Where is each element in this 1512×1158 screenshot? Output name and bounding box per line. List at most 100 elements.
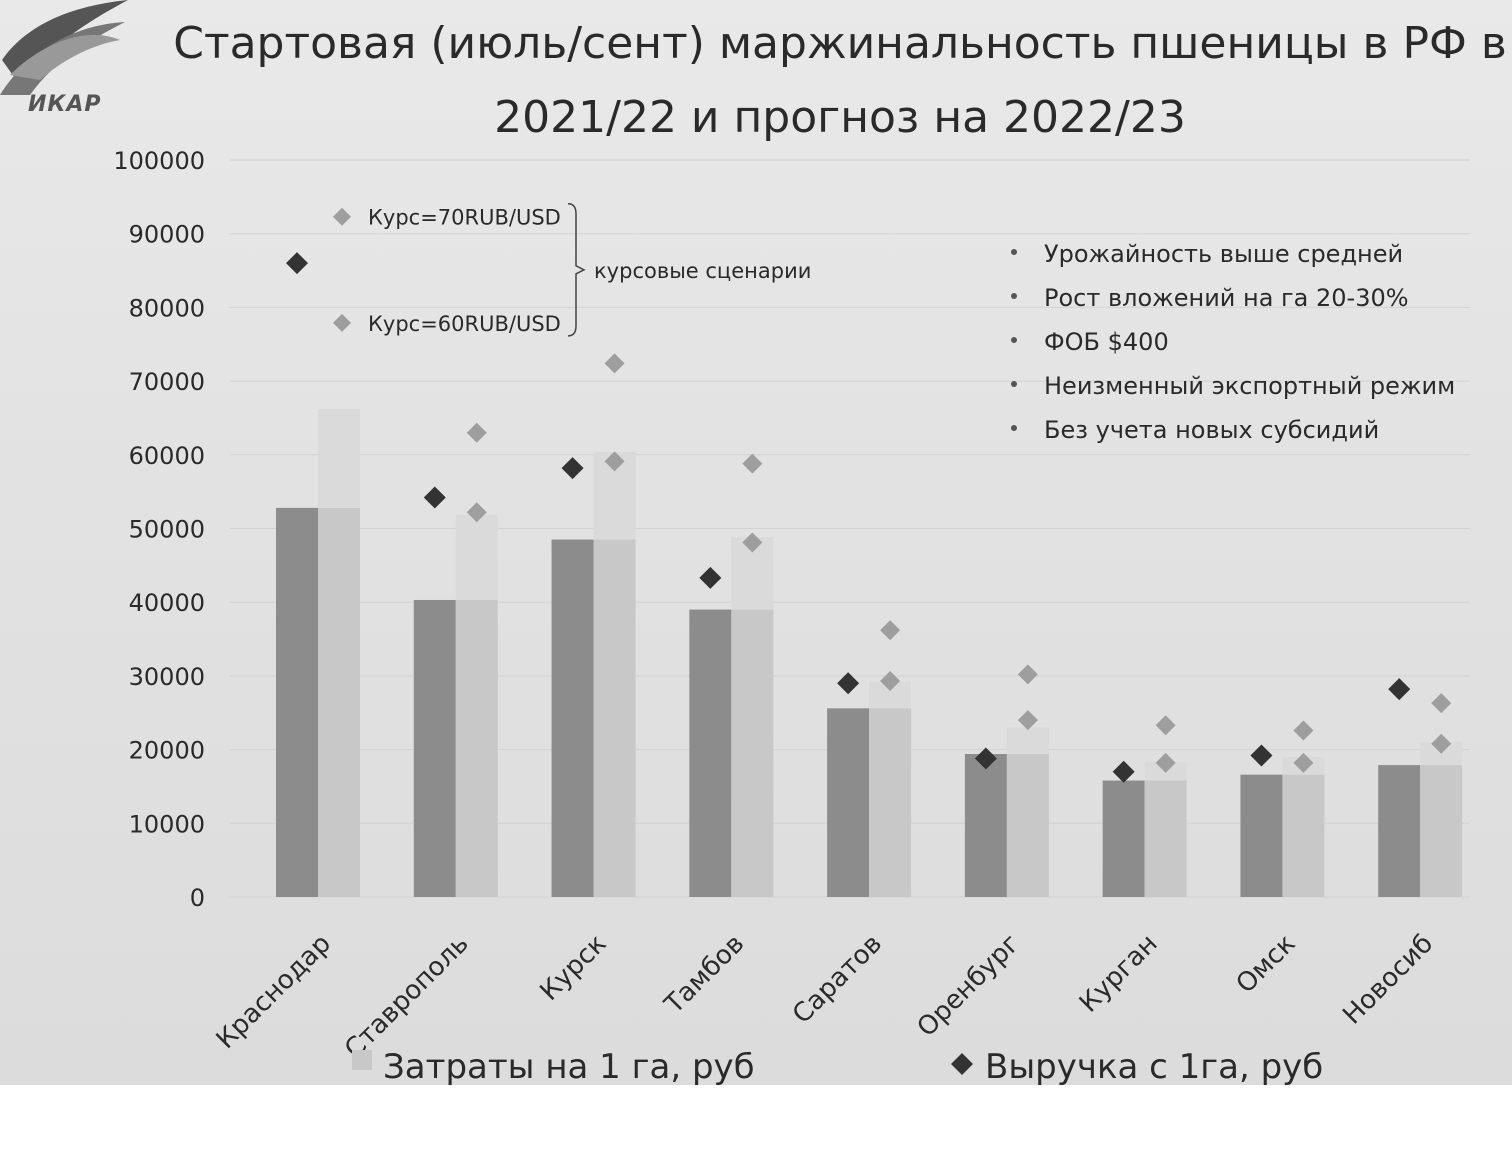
marker-revenue-2021 [1112,760,1135,783]
bars [276,409,1463,897]
y-tick-label: 70000 [129,368,205,396]
legend-cost-swatch [352,1050,372,1070]
marker-revenue-70rub [1017,664,1038,685]
marker-revenue-70rub [742,453,763,474]
note-item: Неизменный экспортный режим [1044,372,1455,400]
bar-cost-2022-base [1420,765,1463,897]
marker-revenue-2021 [423,486,446,509]
bar-cost-2021 [1240,774,1283,897]
bar-cost-2022-increment [1006,727,1049,755]
marker-revenue-2021 [1388,678,1411,701]
bar-cost-2021 [1378,765,1421,897]
x-category-label: Краснодар [211,929,337,1055]
scenario-70rub-marker [333,207,351,226]
scenario-brace-label: курсовые сценарии [594,259,811,283]
scenario-60rub-marker [333,313,351,332]
scenario-legend: Курс=70RUB/USD Курс=60RUB/USD курсовые сце… [333,202,811,337]
bar-cost-2022-base [318,507,360,897]
note-bullet [1011,293,1017,299]
marker-revenue-60rub [1431,733,1452,754]
ikar-logo: ИКАР [0,0,140,130]
y-axis: 0 10000 20000 30000 40000 50000 60000 70000 8000… [113,147,205,912]
marker-revenue-70rub [604,353,625,374]
chart: 0 10000 20000 30000 40000 50000 60000 70000 8000… [113,147,1470,1085]
bar-cost-2022-base [455,599,498,897]
marker-revenue-2021 [1250,744,1273,767]
marker-revenue-60rub [1293,752,1314,773]
notes-list: Урожайность выше средней Рост вложений на… [1011,240,1455,444]
bar-cost-2022-increment [455,514,498,600]
marker-revenue-2021 [699,566,722,589]
bar-cost-2022-base [593,539,636,897]
bar-cost-2021 [964,754,1007,897]
markers [286,252,1452,783]
chart-title-line-2: 2021/22 и прогноз на 2022/23 [494,92,1186,143]
x-category-label: Новосиб [1337,929,1439,1031]
y-tick-label: 20000 [129,737,205,765]
marker-revenue-70rub [1155,715,1176,736]
y-tick-label: 100000 [113,147,205,175]
x-category-label: Омск [1231,929,1302,1000]
ikar-logo-swoosh-icon [0,0,128,95]
y-tick-label: 10000 [129,810,205,838]
x-category-label: Ставрополь [339,929,475,1065]
x-axis: Краснодар Ставрополь Курск Тамбов Саратов Оре… [211,929,1439,1065]
marker-revenue-60rub [1017,710,1038,731]
bar-cost-2021 [689,609,732,897]
legend-revenue-label: Выручка с 1га, руб [985,1047,1323,1085]
y-tick-label: 40000 [129,589,205,617]
y-tick-label: 80000 [129,294,205,322]
marker-revenue-60rub [604,451,625,472]
marker-revenue-70rub [1293,720,1314,741]
bar-cost-2021 [827,708,870,897]
bar-cost-2021 [413,599,456,897]
legend-cost-label: Затраты на 1 га, руб [383,1047,755,1085]
bar-cost-2021 [551,539,594,897]
x-category-label: Оренбург [912,929,1026,1043]
marker-revenue-2021 [837,672,860,695]
note-item: Урожайность выше средней [1044,240,1403,268]
note-item: Рост вложений на га 20-30% [1044,284,1409,312]
bar-cost-2022-base [1282,774,1325,897]
bar-cost-2022-base [731,609,774,897]
y-tick-label: 60000 [129,442,205,470]
marker-revenue-70rub [466,422,487,443]
x-category-label: Курган [1074,929,1164,1019]
bar-cost-2021 [276,507,318,897]
marker-revenue-70rub [880,620,901,641]
note-bullet [1011,381,1017,387]
bar-cost-2022-increment [318,409,360,508]
note-item: Без учета новых субсидий [1044,416,1379,444]
note-bullet [1011,425,1017,431]
y-tick-label: 30000 [129,663,205,691]
marker-revenue-2021 [974,747,997,770]
bar-cost-2022-base [1006,754,1049,897]
marker-revenue-60rub [880,671,901,692]
scenario-60rub-label: Курс=60RUB/USD [368,312,561,336]
y-tick-label: 90000 [129,221,205,249]
bar-cost-2022-base [869,708,912,897]
marker-revenue-60rub [742,532,763,553]
x-category-label: Курск [534,929,612,1007]
chart-title-line-1: Стартовая (июль/сент) маржинальность пше… [173,18,1507,69]
slide: ИКАР Стартовая (июль/сент) маржинальност… [0,0,1512,1085]
note-bullet [1011,249,1017,255]
x-category-label: Саратов [787,929,888,1030]
note-item: ФОБ $400 [1044,328,1169,356]
bar-cost-2022-base [1144,780,1187,897]
marker-revenue-2021 [561,457,584,480]
legend-revenue-marker [951,1053,973,1075]
scenario-brace [567,202,586,337]
marker-revenue-60rub [1155,752,1176,773]
y-tick-label: 50000 [129,516,205,544]
scenario-70rub-label: Курс=70RUB/USD [368,206,561,230]
marker-revenue-2021 [286,252,308,275]
x-category-label: Тамбов [659,929,751,1021]
chart-legend: Затраты на 1 га, руб Выручка с 1га, руб [352,1047,1323,1085]
marker-revenue-70rub [1431,693,1452,714]
y-tick-label: 0 [190,884,205,912]
note-bullet [1011,337,1017,343]
logo-text: ИКАР [28,92,102,117]
marker-revenue-60rub [466,502,487,523]
bar-cost-2021 [1102,780,1145,897]
